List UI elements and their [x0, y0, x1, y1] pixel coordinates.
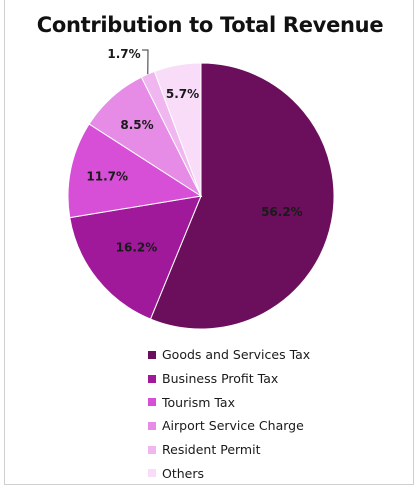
pie-chart: 56.2% 16.2% 11.7% 8.5% 1.7% 5.7% [67, 47, 335, 330]
legend-label: Goods and Services Tax [162, 347, 311, 363]
slice-label-goods-and-services-tax: 56.2% [261, 205, 303, 219]
legend-item-others: Others [148, 461, 310, 485]
slice-label-airport-service-charge: 8.5% [120, 118, 153, 132]
legend-swatch [148, 350, 156, 359]
slice-label-business-profit-tax: 16.2% [116, 240, 158, 254]
legend-swatch [148, 374, 156, 383]
leader-line-resident-permit [142, 49, 149, 75]
legend-label: Tourism Tax [162, 394, 235, 410]
legend-item-tourism-tax: Tourism Tax [148, 390, 310, 414]
pie-slice-others [153, 62, 202, 197]
legend-label: Business Profit Tax [162, 371, 279, 387]
legend-item-goods-and-services-tax: Goods and Services Tax [148, 343, 310, 367]
legend-label: Others [162, 465, 205, 481]
pie-slice-tourism-tax [67, 123, 203, 219]
legend-item-airport-service-charge: Airport Service Charge [148, 414, 310, 438]
legend-label: Airport Service Charge [162, 418, 304, 434]
slice-label-resident-permit: 1.7% [107, 47, 140, 61]
chart-title: Contribution to Total Revenue [36, 13, 384, 37]
legend-item-business-profit-tax: Business Profit Tax [148, 367, 310, 391]
pie-slice-business-profit-tax [69, 195, 202, 320]
pie-slice-goods-and-services-tax [149, 62, 335, 330]
slice-label-others: 5.7% [166, 87, 199, 101]
legend-item-resident-permit: Resident Permit [148, 438, 310, 462]
legend-swatch [148, 421, 156, 430]
slice-label-tourism-tax: 11.7% [86, 170, 128, 184]
chart-frame: Contribution to Total Revenue 56.2% 16.2%… [4, 0, 414, 485]
legend-swatch [148, 445, 156, 454]
legend: Goods and Services Tax Business Profit Ta… [148, 343, 310, 485]
legend-label: Resident Permit [162, 442, 261, 458]
legend-swatch [148, 398, 156, 407]
legend-swatch [148, 469, 156, 478]
